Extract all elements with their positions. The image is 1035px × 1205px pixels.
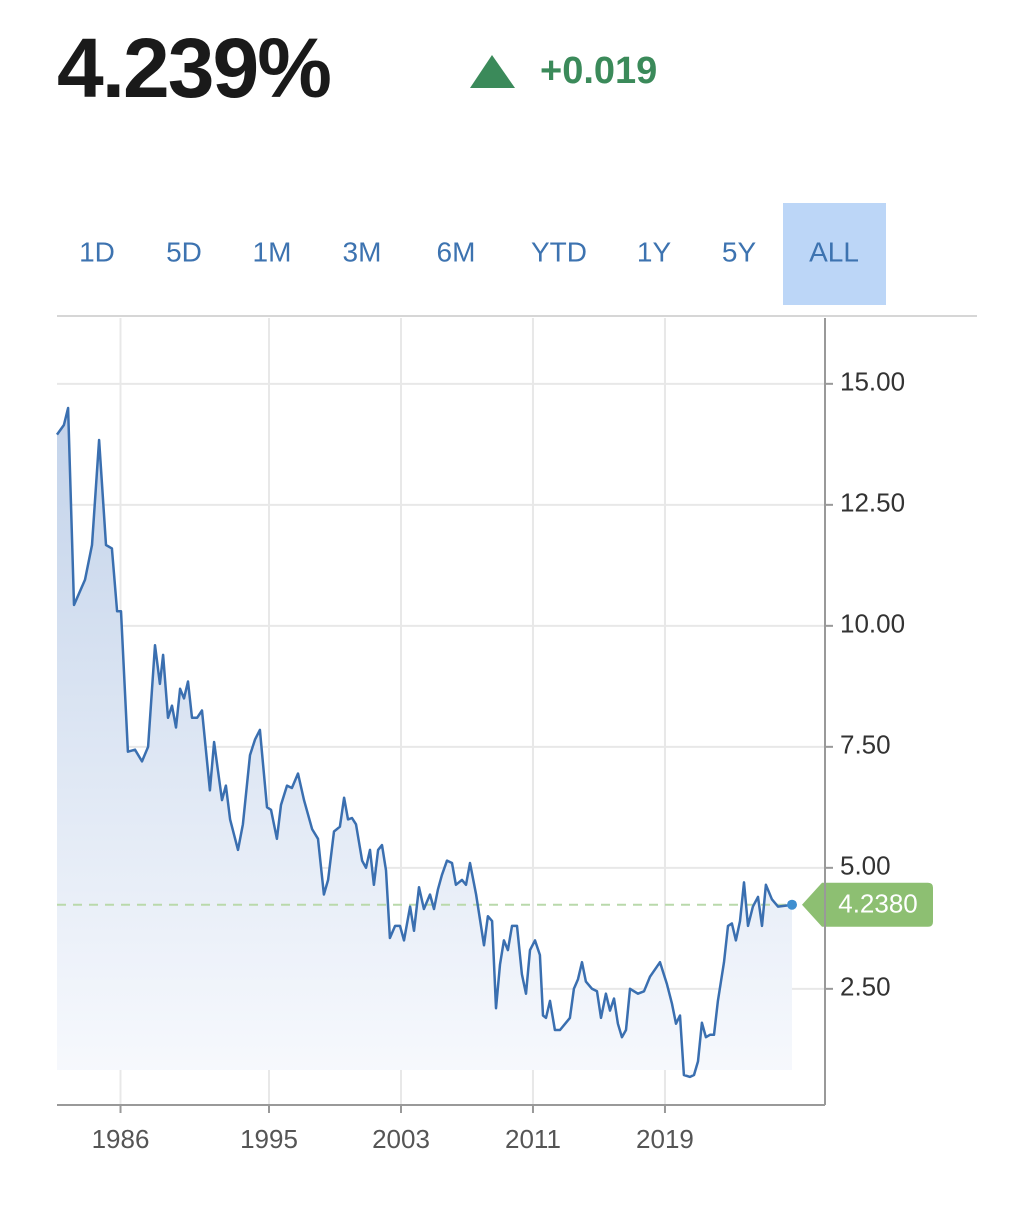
up-arrow [470,55,515,88]
tab[interactable]: 1D [79,236,115,267]
tab[interactable]: 5D [166,236,202,267]
tab[interactable]: 1Y [637,236,672,267]
tab-label[interactable]: 5D [166,236,202,267]
value-badge-label: 4.2380 [838,889,918,919]
tab[interactable]: 5Y [722,236,757,267]
tab-label[interactable]: 1Y [637,236,672,267]
x-tick-label: 2019 [636,1124,694,1154]
tab-bar: 1D 5D 1M 3M 6M YTD 1Y 5Y ALL [79,203,886,305]
tab-label[interactable]: YTD [531,236,587,267]
y-tick-label: 12.50 [840,488,905,518]
tab-label[interactable]: 5Y [722,236,757,267]
x-tick-label: 1986 [92,1124,150,1154]
y-tick-label: 5.00 [840,851,891,881]
tab[interactable]: 1M [253,236,292,267]
x-tick-label: 2011 [505,1124,561,1154]
tab[interactable]: YTD [531,236,587,267]
tab-label[interactable]: ALL [809,236,859,267]
tab-label[interactable]: 1D [79,236,115,267]
price: 4.239% [57,21,330,115]
tab[interactable]: 6M [437,236,476,267]
y-tick-label: 2.50 [840,972,891,1002]
y-tick-label: 7.50 [840,730,891,760]
area [57,408,792,1077]
tab[interactable]: 3M [343,236,382,267]
y-tick-label: 15.00 [840,367,905,397]
tab-label[interactable]: 6M [437,236,476,267]
price-change: +0.019 [540,50,657,92]
line [55,406,793,1079]
plot: 1986 1995 2003 2011 2019 2.50 5.00 7.50 10.00 12.… [55,318,933,1154]
tab[interactable]: ALL [783,203,886,305]
x-tick-label: 1995 [240,1124,298,1154]
tab-highlight [783,203,886,305]
x-tick-label: 2003 [372,1124,430,1154]
last-point [787,899,798,910]
tab-label[interactable]: 3M [343,236,382,267]
value-badge [802,882,933,927]
tab-label[interactable]: 1M [253,236,292,267]
y-tick-label: 10.00 [840,609,905,639]
